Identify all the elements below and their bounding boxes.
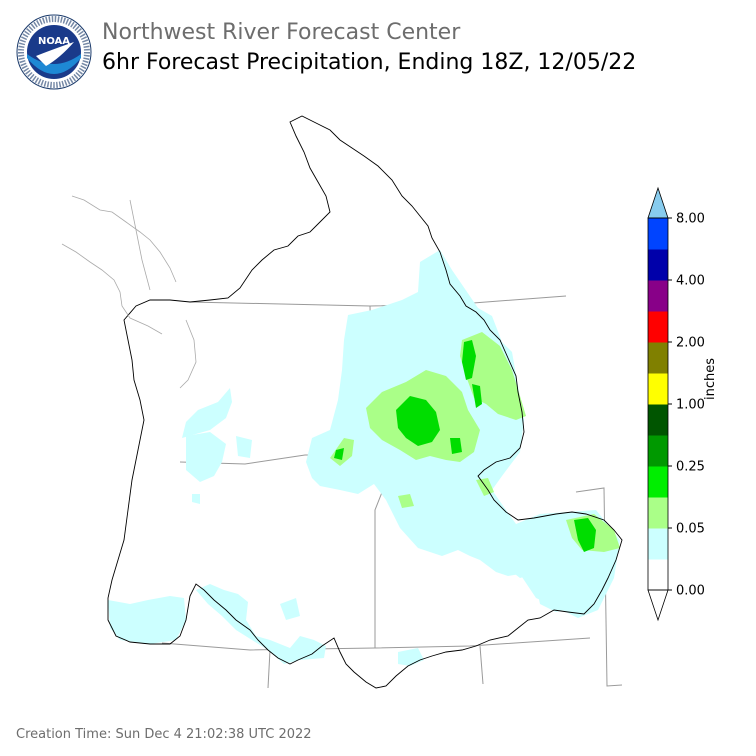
colorbar-segment (648, 342, 668, 374)
colorbar-segment (648, 249, 668, 281)
colorbar-segment (648, 528, 668, 560)
coastline (61, 195, 197, 389)
colorbar-tick-label: 0.05 (676, 522, 705, 537)
colorbar-tick-label: 2.00 (676, 336, 705, 351)
colorbar-unit-label: inches (703, 357, 718, 400)
colorbar-segment (648, 404, 668, 436)
noaa-logo-text: NOAA (38, 36, 70, 47)
colorbar-tick-label: 0.00 (676, 584, 705, 599)
agency-title: Northwest River Forecast Center (102, 20, 461, 45)
colorbar-segment (648, 218, 668, 250)
colorbar-segment (648, 373, 668, 405)
precip-heavy (334, 340, 596, 552)
colorbar-segment (648, 559, 668, 591)
colorbar-tick-label: 0.25 (676, 460, 705, 475)
colorbar-under-arrow (647, 589, 669, 622)
colorbar-tick-label: 1.00 (676, 398, 705, 413)
colorbar-segment (648, 280, 668, 312)
colorbar-segment (648, 435, 668, 467)
colorbar-tick-label: 4.00 (676, 274, 705, 289)
colorbar-segment (648, 311, 668, 343)
noaa-logo-ring (18, 16, 90, 88)
colorbar-segment (648, 466, 668, 498)
colorbar-segment (648, 497, 668, 529)
colorbar-over-arrow (647, 186, 669, 219)
noaa-logo: NOAA (16, 14, 92, 90)
colorbar-tick-label: 8.00 (676, 212, 705, 227)
creation-time: Creation Time: Sun Dec 4 21:02:38 UTC 20… (16, 727, 312, 742)
product-title: 6hr Forecast Precipitation, Ending 18Z, … (102, 50, 637, 75)
